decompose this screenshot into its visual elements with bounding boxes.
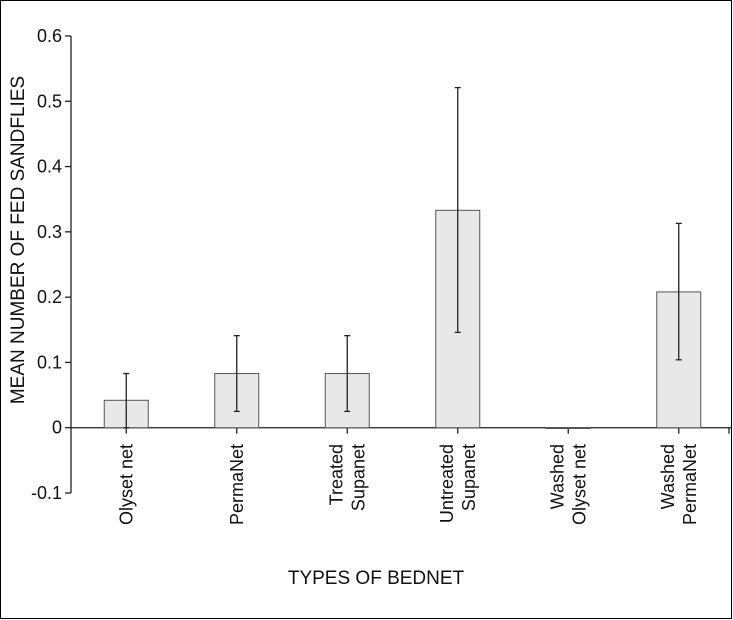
y-axis: -0.1 0 0.1 0.2 0.3 0.4 0.5 0.6 xyxy=(31,26,72,503)
y-tick-label: 0.1 xyxy=(37,352,62,372)
x-axis-title: TYPES OF BEDNET xyxy=(288,568,465,589)
y-tick-label: 0.3 xyxy=(37,222,62,242)
category-label: Treated Supanet xyxy=(326,444,368,511)
category-label: PermaNet xyxy=(227,444,247,525)
category-label-line: Washed xyxy=(547,444,567,509)
y-tick-label: 0.4 xyxy=(37,157,62,177)
category-label: Washed Olyset net xyxy=(547,444,589,525)
category-label: Olyset net xyxy=(116,444,136,525)
category-label-line: Supanet xyxy=(459,444,479,511)
bar xyxy=(545,427,591,430)
category-label-line: Untreated xyxy=(437,444,457,523)
category-label-line: Treated xyxy=(326,444,346,505)
category-label-line: Washed xyxy=(658,444,678,509)
category-label: Untreated Supanet xyxy=(437,444,479,523)
category-label-line: PermaNet xyxy=(227,444,247,525)
category-label-line: Olyset net xyxy=(116,444,136,525)
error-bars xyxy=(123,86,682,429)
y-axis-title: MEAN NUMBER OF FED SANDFLIES xyxy=(8,76,29,404)
category-labels: Olyset net PermaNet Treated Supanet Untreate… xyxy=(116,444,700,525)
category-label-line: PermaNet xyxy=(680,444,700,525)
category-label: Washed PermaNet xyxy=(658,444,700,525)
category-label-line: Supanet xyxy=(348,444,368,511)
category-label-line: Olyset net xyxy=(569,444,589,525)
y-tick-label: 0.6 xyxy=(37,26,62,46)
y-tick-label: -0.1 xyxy=(31,483,62,503)
y-tick-label: 0 xyxy=(52,418,62,438)
y-tick-label: 0.5 xyxy=(37,91,62,111)
y-tick-label: 0.2 xyxy=(37,287,62,307)
